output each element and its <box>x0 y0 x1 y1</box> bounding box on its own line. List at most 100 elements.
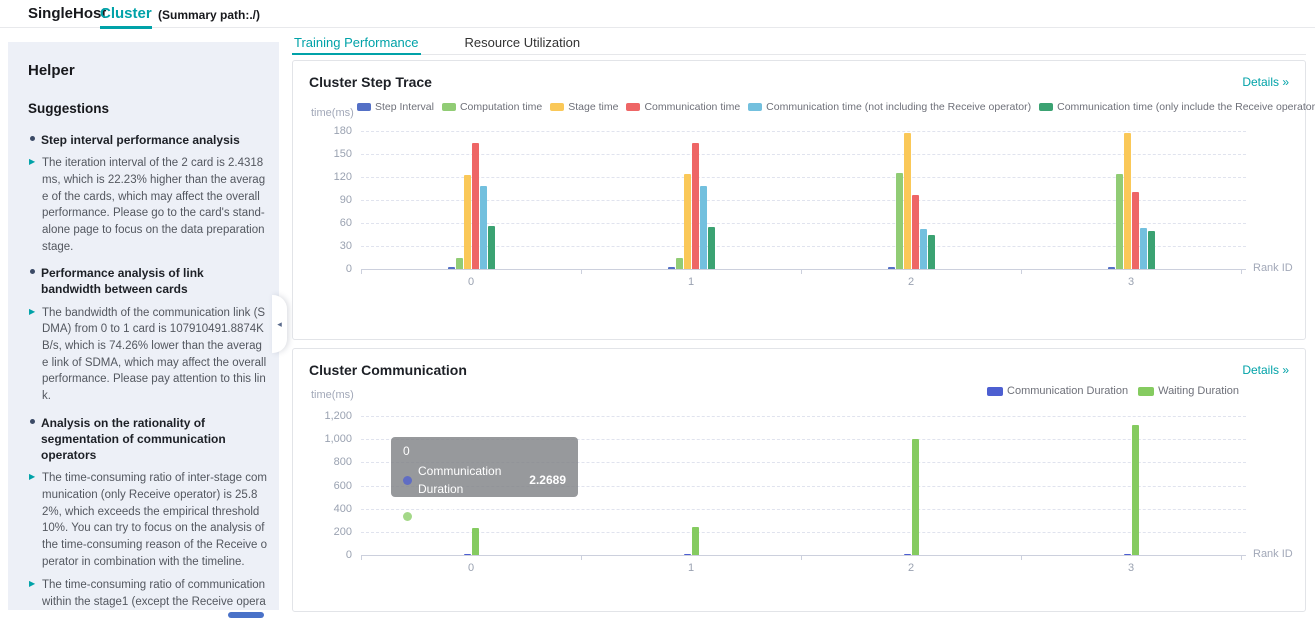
chart-tooltip: 0 Communication Duration 2.2689 Waiting … <box>391 437 578 532</box>
bar-rank2-communication-time[interactable] <box>911 195 919 269</box>
gridline <box>361 485 1246 487</box>
y-axis-name: time(ms) <box>311 389 354 401</box>
suggestion-section-title: Step interval performance analysis <box>28 132 267 148</box>
bar-rank0-communication-duration[interactable] <box>463 553 471 555</box>
bar-rank3-communication-time-not-including-the-receive-ope[interactable] <box>1139 228 1147 269</box>
legend-item-communication-time-not-including-the-receive-ope[interactable]: Communication time (not including the Re… <box>748 101 1031 113</box>
suggestion-item: ▶ The time-consuming ratio of inter-stage… <box>29 472 268 568</box>
tab-training-performance[interactable]: Training Performance <box>292 28 421 55</box>
y-tick-label: 600 <box>333 479 352 492</box>
bar-rank1-communication-time-only-include-the-receive-oper[interactable] <box>707 226 715 269</box>
bar-rank1-communication-time-not-including-the-receive-ope[interactable] <box>699 186 707 269</box>
x-tick-label: 3 <box>1127 562 1135 574</box>
x-axis-tick <box>801 555 802 560</box>
gridline <box>361 177 1246 178</box>
bar-rank1-communication-time[interactable] <box>691 142 699 269</box>
legend-item-computation-time[interactable]: Computation time <box>441 101 542 113</box>
bar-rank2-waiting-duration[interactable] <box>911 439 919 555</box>
triangle-bullet-icon: ▶ <box>29 306 36 316</box>
suggestion-section: Analysis on the rationality of segmentat… <box>28 415 267 610</box>
bar-rank3-communication-time[interactable] <box>1131 191 1139 269</box>
bullet-dot-icon <box>30 418 35 424</box>
bar-rank3-communication-duration[interactable] <box>1123 553 1131 555</box>
x-axis-tick <box>1241 555 1242 560</box>
legend-item-communication-time[interactable]: Communication time <box>626 101 740 113</box>
bar-rank1-computation-time[interactable] <box>675 258 683 269</box>
legend-item-communication-time-only-include-the-receive-oper[interactable]: Communication time (only include the Rec… <box>1039 101 1315 113</box>
gridline <box>361 416 1246 417</box>
tooltip-rank-header: 0 <box>403 444 410 458</box>
bar-rank2-stage-time[interactable] <box>903 133 911 269</box>
suggestions-title: Suggestions <box>28 101 110 116</box>
tooltip-row: Waiting Duration 231.5995 <box>403 498 566 534</box>
communication-legend: Communication Duration Waiting Duration <box>987 385 1239 397</box>
legend-label: Stage time <box>568 101 619 113</box>
panel-cluster-communication: Cluster Communication Details » Communic… <box>292 348 1306 612</box>
legend-item-step-interval[interactable]: Step Interval <box>357 101 434 113</box>
bar-rank1-step-interval[interactable] <box>667 267 675 269</box>
bar-rank3-stage-time[interactable] <box>1123 133 1131 269</box>
step-trace-details-link[interactable]: Details » <box>1242 75 1289 89</box>
horizontal-scrollbar-thumb[interactable] <box>228 612 264 618</box>
legend-item-communication-duration[interactable]: Communication Duration <box>987 385 1128 397</box>
bar-rank2-computation-time[interactable] <box>895 173 903 269</box>
x-tick-label: 2 <box>907 276 915 288</box>
tooltip-row: Communication Duration 2.2689 <box>403 462 566 498</box>
suggestion-item: ▶ The bandwidth of the communication link… <box>29 306 267 402</box>
bar-rank3-computation-time[interactable] <box>1115 173 1123 269</box>
gridline <box>361 200 1246 201</box>
tab-resource-utilization[interactable]: Resource Utilization <box>464 35 581 50</box>
legend-label: Communication time (not including the Re… <box>766 101 1032 113</box>
gridline <box>361 462 1246 464</box>
bar-rank1-stage-time[interactable] <box>683 173 691 269</box>
x-axis-tick <box>1021 269 1022 274</box>
bar-rank0-waiting-duration[interactable] <box>471 528 479 555</box>
main-tab-bar: Training Performance Resource Utilizatio… <box>292 28 1306 55</box>
bar-rank2-communication-time-not-including-the-receive-ope[interactable] <box>919 229 927 269</box>
bar-rank0-stage-time[interactable] <box>463 175 471 269</box>
triangle-bullet-icon: ▶ <box>29 157 36 167</box>
legend-item-waiting-duration[interactable]: Waiting Duration <box>1138 385 1239 397</box>
top-navigation-bar: SingleHost Cluster (Summary path:./) <box>0 0 1315 29</box>
y-tick-label: 30 <box>339 240 352 252</box>
bar-rank0-computation-time[interactable] <box>455 257 463 269</box>
y-tick-label: 60 <box>339 217 352 229</box>
bar-rank2-step-interval[interactable] <box>887 267 895 269</box>
bar-rank0-communication-time[interactable] <box>471 143 479 269</box>
bar-rank0-communication-time-not-including-the-receive-ope[interactable] <box>479 186 487 269</box>
nav-tab-singlehost[interactable]: SingleHost <box>28 5 107 22</box>
x-tick-label: 3 <box>1127 276 1135 288</box>
suggestion-item: ▶ The iteration interval of the 2 card is… <box>29 157 266 253</box>
bar-rank3-step-interval[interactable] <box>1107 267 1115 269</box>
triangle-bullet-icon: ▶ <box>29 472 36 482</box>
legend-swatch-icon <box>357 103 371 111</box>
x-axis-tick <box>361 269 362 274</box>
gridline <box>361 131 1246 132</box>
communication-details-link[interactable]: Details » <box>1242 363 1289 377</box>
legend-label: Waiting Duration <box>1158 385 1239 397</box>
x-axis-name: Rank ID <box>1253 548 1293 560</box>
legend-swatch-icon <box>1138 386 1155 396</box>
series-dot-icon <box>403 511 412 521</box>
bar-rank1-waiting-duration[interactable] <box>691 526 699 555</box>
bar-rank0-step-interval[interactable] <box>447 267 455 269</box>
suggestion-section-title: Performance analysis of link bandwidth b… <box>28 265 267 297</box>
bar-rank3-waiting-duration[interactable] <box>1131 425 1139 555</box>
gridline <box>361 154 1246 155</box>
step-trace-chart: time(ms) 0 30 60 90 120 150 180 0 1 2 3 Rank ID <box>293 61 1305 339</box>
gridline <box>361 223 1246 224</box>
y-tick-label: 1,000 <box>324 433 352 446</box>
y-tick-label: 120 <box>333 171 352 183</box>
nav-tab-cluster[interactable]: Cluster <box>100 5 152 29</box>
y-axis-name: time(ms) <box>311 107 354 119</box>
bar-rank0-communication-time-only-include-the-receive-oper[interactable] <box>487 226 495 269</box>
bar-rank1-communication-duration[interactable] <box>683 553 691 555</box>
bar-rank2-communication-duration[interactable] <box>903 553 911 555</box>
x-axis-tick <box>361 555 362 560</box>
legend-swatch-icon <box>626 103 641 111</box>
legend-item-stage-time[interactable]: Stage time <box>550 101 618 113</box>
bar-rank2-communication-time-only-include-the-receive-oper[interactable] <box>927 235 935 269</box>
sidebar-collapse-button[interactable]: ◂ <box>272 295 287 353</box>
bar-rank3-communication-time-only-include-the-receive-oper[interactable] <box>1147 230 1155 269</box>
